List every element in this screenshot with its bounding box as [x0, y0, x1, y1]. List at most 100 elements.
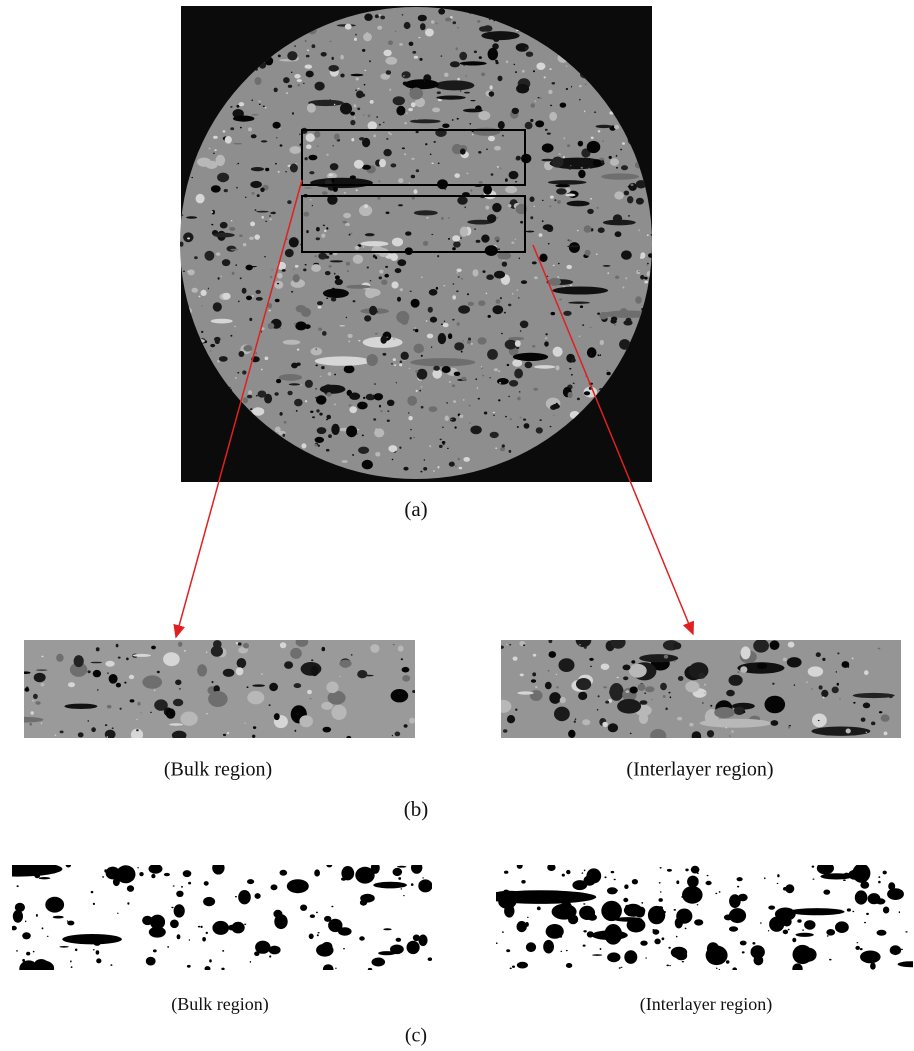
- pore: [363, 33, 372, 42]
- pore: [369, 60, 371, 62]
- pore: [426, 217, 429, 219]
- pore: [454, 173, 460, 178]
- pore: [641, 902, 643, 904]
- pore: [245, 197, 246, 198]
- pore: [503, 890, 509, 893]
- pore: [714, 707, 734, 718]
- pore: [455, 426, 457, 428]
- pore: [177, 934, 181, 939]
- pore: [402, 675, 410, 682]
- pore: [344, 192, 347, 194]
- pore: [151, 646, 156, 650]
- pore: [404, 79, 439, 89]
- pore: [448, 333, 452, 339]
- pore: [647, 263, 649, 265]
- pore: [428, 957, 433, 961]
- pore: [387, 410, 389, 412]
- pore: [461, 278, 463, 280]
- pore: [819, 685, 823, 689]
- pore: [806, 682, 807, 683]
- pore: [322, 647, 326, 651]
- pore: [460, 90, 462, 91]
- pore: [222, 950, 224, 952]
- pore: [566, 66, 568, 67]
- pore: [180, 242, 184, 247]
- pore: [369, 306, 377, 315]
- pore: [523, 419, 526, 421]
- pore: [881, 714, 890, 721]
- pore: [327, 392, 332, 397]
- pore: [297, 79, 302, 82]
- pore: [306, 71, 314, 78]
- pore: [505, 416, 507, 418]
- pore: [400, 288, 403, 291]
- pore: [577, 398, 580, 401]
- pore: [556, 403, 558, 405]
- pore: [514, 64, 516, 65]
- pore: [614, 125, 619, 129]
- pore: [740, 666, 747, 673]
- pore: [607, 952, 620, 962]
- pore: [183, 232, 193, 242]
- pore: [457, 322, 460, 326]
- pore: [385, 57, 397, 65]
- pore: [582, 872, 584, 873]
- pore: [326, 449, 330, 452]
- pore: [296, 363, 300, 366]
- pore: [453, 283, 455, 284]
- pore: [628, 215, 630, 216]
- pore: [353, 300, 356, 302]
- pore: [358, 447, 369, 454]
- pore: [276, 137, 277, 138]
- pore: [318, 932, 320, 933]
- pore: [607, 887, 618, 894]
- pore: [329, 174, 333, 177]
- pore: [594, 881, 596, 882]
- pore: [878, 881, 881, 884]
- pore: [402, 147, 405, 149]
- pore: [305, 400, 307, 402]
- pore: [704, 684, 706, 686]
- pore: [659, 882, 661, 884]
- pore: [545, 337, 548, 339]
- pore: [310, 199, 312, 201]
- pore: [273, 122, 281, 129]
- pore: [843, 873, 849, 878]
- pore: [381, 336, 387, 344]
- pore: [343, 213, 351, 218]
- pore: [294, 323, 296, 325]
- pore: [333, 187, 338, 192]
- pore: [593, 159, 602, 167]
- pore: [506, 949, 510, 952]
- pore: [330, 260, 343, 262]
- pore: [509, 450, 512, 453]
- pore: [326, 863, 332, 868]
- pore: [411, 102, 416, 107]
- pore: [837, 652, 839, 654]
- pore: [583, 945, 586, 947]
- pore: [556, 188, 567, 194]
- pore: [601, 160, 604, 163]
- pore: [401, 352, 409, 360]
- pore: [383, 353, 387, 356]
- pore: [836, 671, 837, 673]
- pore: [344, 365, 355, 373]
- pore: [315, 82, 325, 91]
- pore: [169, 723, 183, 726]
- pore: [395, 268, 402, 273]
- pore: [651, 699, 652, 700]
- pore: [454, 342, 464, 350]
- pore: [357, 108, 360, 111]
- pore: [399, 363, 402, 366]
- pore: [512, 966, 515, 968]
- pore: [760, 922, 762, 924]
- pore: [621, 250, 632, 259]
- pore: [675, 951, 687, 960]
- pore: [623, 665, 631, 671]
- pore: [584, 391, 590, 395]
- pore: [243, 397, 248, 403]
- ct-specimen: [180, 7, 652, 479]
- pore: [120, 708, 122, 710]
- pore: [474, 229, 476, 230]
- pore: [477, 387, 478, 388]
